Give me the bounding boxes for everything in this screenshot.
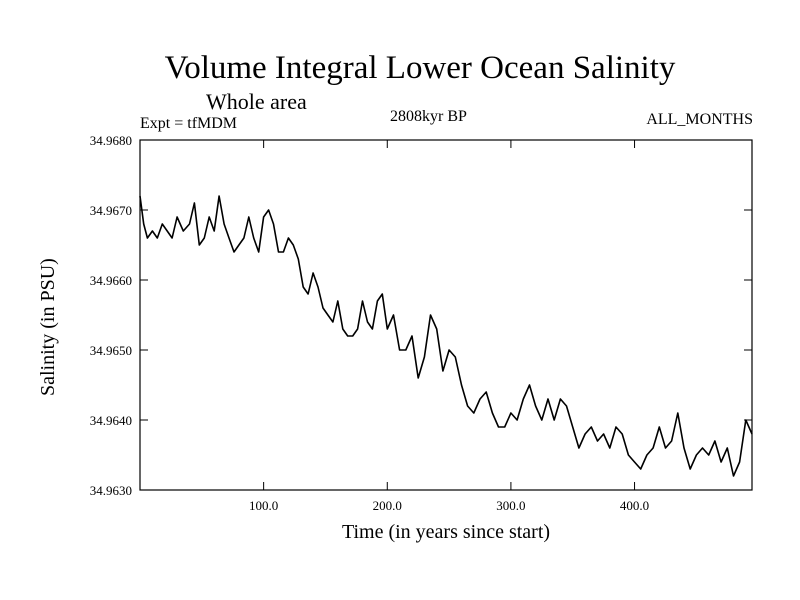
chart-subtitle: Whole area	[206, 89, 307, 114]
x-axis-ticks: 100.0 200.0 300.0 400.0	[249, 140, 649, 513]
x-axis-label: Time (in years since start)	[341, 521, 551, 543]
y-tick-label: 34.9630	[90, 483, 132, 498]
plot-frame	[139, 139, 753, 491]
chart-title: Volume Integral Lower Ocean Salinity	[164, 50, 676, 86]
experiment-label: Expt = tfMDM	[140, 115, 238, 132]
y-tick-label: 34.9660	[90, 273, 132, 288]
y-tick-label: 34.9640	[90, 413, 132, 428]
y-axis-ticks: 34.9630 34.9640 34.9650 34.9660 34.9670 34.96…	[90, 133, 752, 498]
period-label: 2808kyr BP	[390, 108, 467, 125]
x-tick-label: 200.0	[373, 498, 402, 513]
salinity-series-line	[139, 195, 753, 477]
y-tick-label: 34.9680	[90, 133, 132, 148]
months-label: ALL_MONTHS	[646, 111, 753, 128]
x-tick-label: 300.0	[496, 498, 525, 513]
x-tick-label: 400.0	[620, 498, 649, 513]
y-tick-label: 34.9650	[90, 343, 132, 358]
y-tick-label: 34.9670	[90, 203, 132, 218]
x-tick-label: 100.0	[249, 498, 278, 513]
